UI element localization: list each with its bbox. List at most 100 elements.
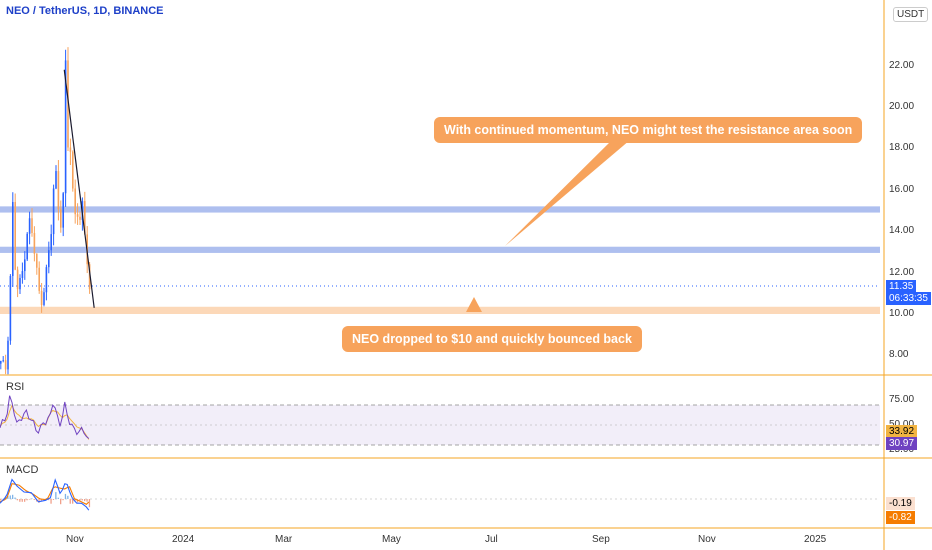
macd-histogram-bar (12, 494, 14, 499)
macd-line (0, 478, 90, 511)
signal-line (0, 483, 90, 505)
price-axis-tick: 16.00 (889, 183, 915, 195)
candle-body (12, 202, 14, 277)
candle-body (57, 171, 60, 210)
candle-body (36, 253, 38, 268)
time-axis-tick: Mar (275, 534, 293, 545)
candle-body (43, 292, 45, 305)
macd-histogram-bar (31, 498, 33, 499)
candle-body (9, 276, 12, 341)
resistance-zone (0, 206, 880, 213)
candle-body (74, 188, 76, 215)
price-axis-tick: 22.00 (889, 59, 915, 71)
macd-histogram-bar (79, 499, 81, 502)
macd-histogram-bar (28, 499, 31, 500)
candle-body (21, 271, 24, 278)
macd-label[interactable]: MACD (6, 464, 39, 476)
callout-pointer (466, 297, 482, 312)
downtrend-line (63, 69, 95, 308)
rsi-line (0, 395, 90, 439)
support-callout[interactable]: NEO dropped to $10 and quickly bounced b… (342, 326, 642, 352)
macd-histogram-bar (50, 499, 52, 504)
macd-histogram-bar (74, 499, 76, 502)
currency-button[interactable]: USDT (893, 7, 929, 22)
candle-body (72, 151, 74, 189)
time-axis-tick: Nov (698, 534, 716, 545)
macd-histogram-bar (88, 499, 91, 508)
macd-histogram-bar (14, 497, 16, 499)
macd-histogram-bar (0, 499, 2, 501)
price-axis-tick: 8.00 (889, 349, 909, 361)
countdown-tag: 06:33:35 (886, 292, 931, 305)
time-axis-tick: 2024 (172, 534, 195, 545)
candle-body (28, 218, 31, 234)
macd-histogram-bar (40, 499, 43, 502)
candle-body (0, 360, 2, 364)
macd-histogram-bar (81, 499, 83, 501)
time-axis-tick: May (382, 534, 401, 545)
rsi-axis-tick: 50.00 (889, 419, 914, 430)
macd-histogram-bar (4, 497, 7, 499)
support-zone (0, 306, 880, 314)
macd-value-tag: -0.82 (886, 511, 915, 524)
macd-histogram-bar (67, 495, 69, 499)
candle-body (40, 290, 43, 305)
macd-histogram-bar (64, 493, 67, 499)
price-axis-tick: 14.00 (889, 225, 915, 237)
candle-body (50, 234, 52, 251)
macd-histogram-bar (24, 499, 26, 502)
macd-signal-tag: -0.19 (886, 497, 915, 510)
price-axis-tick: 10.00 (889, 308, 915, 319)
macd-histogram-bar (86, 499, 88, 502)
candle-body (16, 269, 19, 290)
overlay-layer (63, 69, 630, 312)
macd-histogram-bar (16, 499, 19, 501)
macd-histogram-bar (19, 499, 21, 502)
candle-body (84, 201, 86, 235)
macd-histogram-bar (60, 499, 62, 505)
rsi-label[interactable]: RSI (6, 381, 25, 393)
macd-histogram-bar (84, 499, 86, 502)
callout-pointer (505, 140, 630, 246)
resistance-callout[interactable]: With continued momentum, NEO might test … (434, 117, 863, 143)
candle-body (76, 214, 79, 217)
macd-histogram-bar (62, 499, 64, 501)
rsi-value-tag: 30.97 (886, 437, 918, 450)
candle-body (31, 218, 33, 233)
candle-body (69, 147, 72, 152)
price-axis-tick: 20.00 (889, 101, 915, 112)
candle-body (64, 60, 67, 194)
time-axis-tick: Sep (592, 534, 610, 545)
candle-body (14, 202, 16, 270)
macd-histogram-bar (52, 499, 55, 500)
symbol-title[interactable]: NEO / TetherUS, 1D, BINANCE (6, 5, 164, 17)
candle-body (7, 340, 9, 370)
macd-histogram-bar (72, 499, 74, 504)
macd-layer (0, 478, 880, 511)
rsi-ma-line (0, 404, 90, 440)
candle-body (79, 216, 81, 220)
candle-body (4, 360, 7, 370)
resistance-zone (0, 246, 880, 253)
candle-body (60, 209, 62, 228)
macd-histogram-bar (2, 498, 4, 500)
candle-body (38, 267, 40, 291)
candle-body (2, 360, 4, 362)
macd-histogram-bar (38, 499, 40, 503)
macd-histogram-bar (57, 497, 59, 499)
macd-histogram-bar (55, 492, 57, 499)
time-axis-tick: Jul (485, 534, 498, 545)
macd-histogram-bar (26, 499, 28, 501)
macd-histogram-bar (33, 499, 35, 500)
time-axis-tick: Nov (66, 534, 84, 545)
candle-body (24, 259, 26, 272)
macd-histogram-bar (21, 499, 23, 502)
candle-body (62, 193, 64, 228)
candle-body (45, 267, 48, 293)
price-axis-tick: 18.00 (889, 142, 915, 154)
rsi-axis-tick: 75.00 (889, 394, 915, 405)
candle-body (88, 264, 91, 290)
macd-histogram-bar (7, 496, 9, 499)
